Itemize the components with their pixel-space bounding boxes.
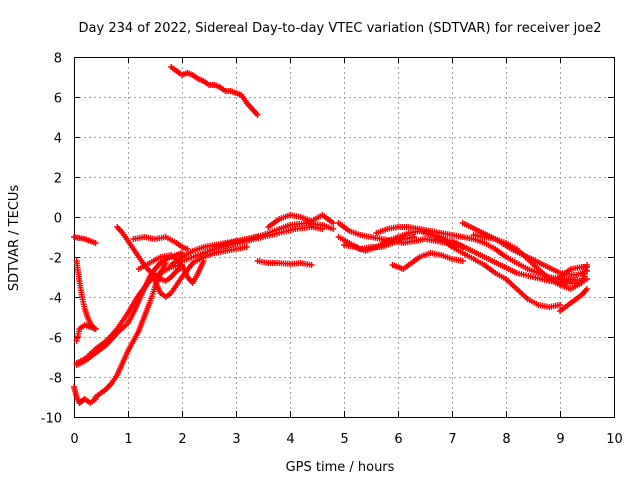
series-track-5	[73, 322, 99, 344]
data-point	[308, 262, 315, 268]
y-tick-label: -8	[49, 372, 62, 387]
series-track-1	[71, 234, 99, 246]
x-tick-label: 10	[606, 432, 623, 447]
data-point	[243, 244, 250, 250]
x-tick-label: 6	[394, 432, 402, 447]
data-point	[584, 264, 590, 270]
series-track-11	[152, 244, 250, 300]
y-axis-label: SDTVAR / TECUs	[7, 185, 22, 292]
series-track-4	[73, 258, 99, 332]
chart-title: Day 234 of 2022, Sidereal Day-to-day VTE…	[79, 21, 602, 36]
series-track-14	[211, 220, 337, 250]
y-tick-label: -2	[49, 252, 62, 267]
data-point	[330, 226, 337, 232]
x-tick-label: 8	[502, 432, 510, 447]
x-tick-label: 2	[178, 432, 186, 447]
series-track-28	[546, 264, 590, 284]
y-tick-label: -6	[49, 332, 62, 347]
y-tick-label: 6	[54, 92, 62, 107]
series-track-9	[114, 224, 185, 284]
series-track-7	[73, 262, 185, 366]
data-point	[411, 234, 418, 240]
series-track-22	[389, 250, 466, 272]
x-tick-labels: 0 1 2 3 4 5 6 7 8 9 10	[70, 432, 622, 447]
y-tick-label: 4	[54, 132, 62, 147]
data-point	[459, 258, 466, 264]
y-tick-label: 0	[54, 212, 62, 227]
y-tick-label: 8	[54, 52, 62, 67]
data-point	[584, 286, 590, 292]
x-tick-label: 9	[556, 432, 564, 447]
data-series	[71, 64, 590, 406]
x-axis-label: GPS time / hours	[286, 460, 395, 475]
y-tick-label: 2	[54, 172, 62, 187]
x-tick-label: 7	[448, 432, 456, 447]
series-track-8	[130, 234, 191, 252]
x-tick-label: 0	[70, 432, 78, 447]
y-tick-labels: 8 6 4 2 0 -2 -4 -6 -8 -10	[41, 52, 62, 427]
series-track-17	[168, 64, 261, 118]
series-track-27	[557, 286, 590, 314]
x-tick-label: 1	[124, 432, 132, 447]
data-point	[184, 246, 191, 252]
data-point	[92, 326, 99, 332]
y-tick-label: -4	[49, 292, 62, 307]
series-track-15	[265, 212, 337, 230]
data-point	[92, 240, 99, 246]
data-point	[254, 112, 261, 118]
x-tick-label: 4	[286, 432, 294, 447]
data-point	[557, 302, 563, 308]
data-point	[330, 220, 337, 226]
x-tick-label: 3	[232, 432, 240, 447]
series-track-21	[373, 224, 590, 284]
series-track-16	[254, 258, 315, 268]
y-tick-label: -10	[41, 412, 62, 427]
x-tick-label: 5	[340, 432, 348, 447]
